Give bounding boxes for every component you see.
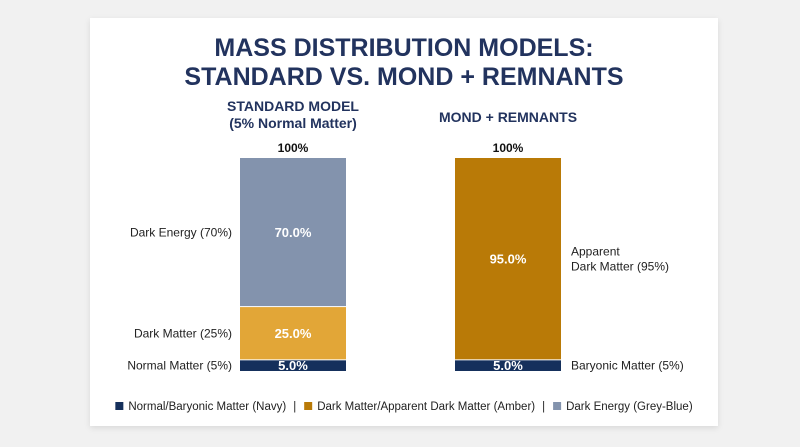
- segment-side-label: Dark Matter (95%): [571, 260, 669, 274]
- legend-label: Dark Matter/Apparent Dark Matter (Amber): [317, 401, 535, 413]
- segment-side-label: Baryonic Matter (5%): [571, 359, 684, 373]
- bar-title-line: STANDARD MODEL: [227, 98, 359, 114]
- legend-label: Dark Energy (Grey-Blue): [566, 401, 693, 413]
- legend-separator: |: [542, 401, 545, 413]
- bar-total-label: 100%: [278, 141, 309, 155]
- segment-side-label: Apparent: [571, 245, 620, 259]
- segment-side-label: Normal Matter (5%): [127, 359, 232, 373]
- bar-segment: [240, 158, 346, 307]
- bar-segment: [455, 360, 561, 371]
- segment-value-label: 5.0%: [493, 358, 523, 373]
- bar-stack-2: MOND + REMNANTS 100% 5.0% Baryonic Matter (…: [439, 109, 684, 373]
- chart-card: MASS DISTRIBUTION MODELS: STANDARD VS. M…: [90, 18, 718, 426]
- segment-side-label: Dark Energy (70%): [130, 226, 232, 240]
- mass-distribution-chart: MASS DISTRIBUTION MODELS: STANDARD VS. M…: [115, 34, 693, 413]
- segment-value-label: 5.0%: [278, 358, 308, 373]
- segment-side-label: Dark Matter (25%): [134, 327, 232, 341]
- legend-swatch: [553, 402, 562, 410]
- segment-value-label: 70.0%: [275, 225, 312, 240]
- bar-segment: [455, 158, 561, 360]
- bar-title-line: (5% Normal Matter): [229, 115, 357, 131]
- bars-group: STANDARD MODEL(5% Normal Matter) 100% 5.0%…: [127, 98, 683, 373]
- chart-title-line-1: MASS DISTRIBUTION MODELS:: [214, 34, 593, 62]
- legend-swatch: [115, 402, 124, 410]
- bar-stack-1: STANDARD MODEL(5% Normal Matter) 100% 5.0%…: [127, 98, 359, 373]
- segment-value-label: 95.0%: [490, 252, 527, 267]
- chart-title-line-2: STANDARD VS. MOND + REMNANTS: [184, 63, 623, 91]
- bar-segment: [240, 360, 346, 371]
- legend-label: Normal/Baryonic Matter (Navy): [128, 401, 286, 413]
- bar-title-line: MOND + REMNANTS: [439, 109, 577, 125]
- legend-swatch: [304, 402, 313, 410]
- legend-separator: |: [293, 401, 296, 413]
- legend: Normal/Baryonic Matter (Navy) | Dark Matte…: [115, 401, 693, 413]
- bar-total-label: 100%: [493, 141, 524, 155]
- segment-value-label: 25.0%: [275, 326, 312, 341]
- bar-segment: [240, 307, 346, 360]
